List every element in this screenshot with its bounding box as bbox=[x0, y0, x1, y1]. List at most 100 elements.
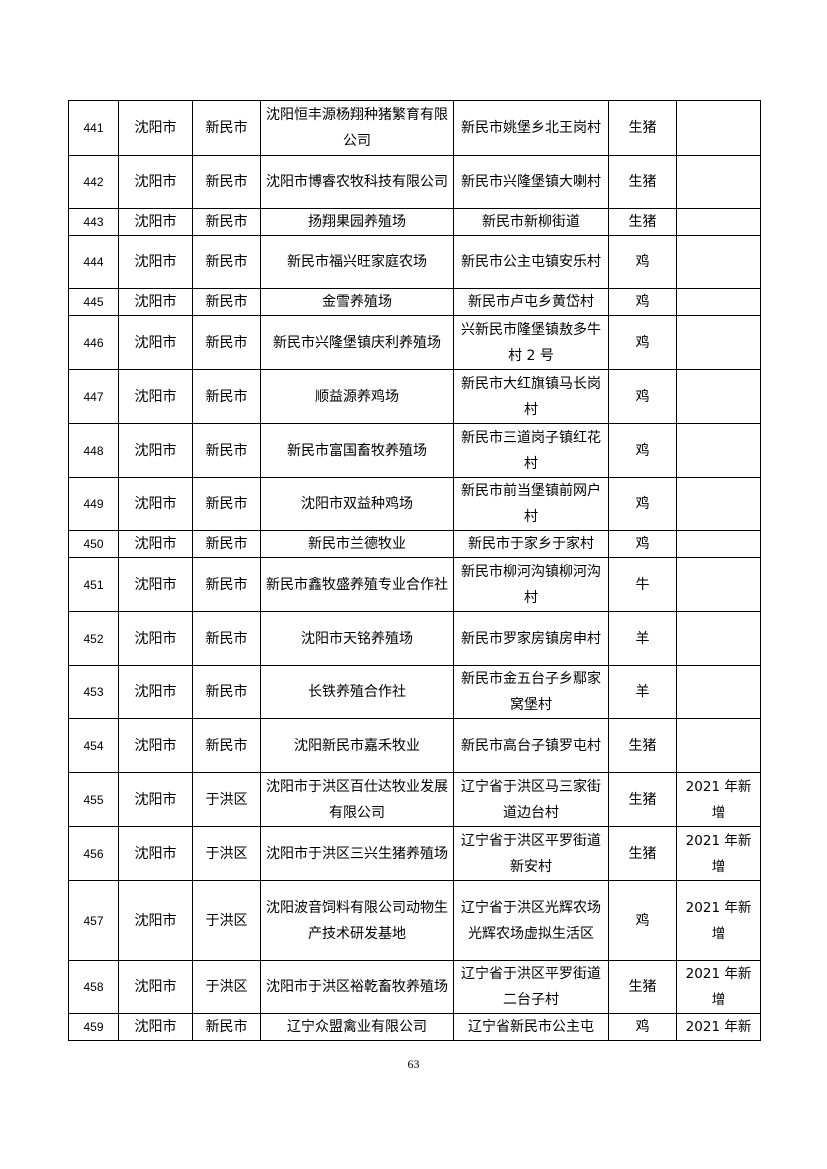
row-number: 454 bbox=[68, 718, 119, 773]
type-cell: 羊 bbox=[608, 611, 677, 666]
note-cell bbox=[676, 477, 761, 531]
table-row: 458 沈阳市 于洪区 沈阳市于洪区裕乾畜牧养殖场 辽宁省于洪区平罗街道二台子村 生猪 20… bbox=[68, 960, 761, 1014]
district-cell: 于洪区 bbox=[192, 960, 261, 1014]
district-cell: 新民市 bbox=[192, 423, 261, 478]
city-cell: 沈阳市 bbox=[118, 423, 193, 478]
type-cell: 牛 bbox=[608, 557, 677, 612]
address-cell: 新民市三道岗子镇红花村 bbox=[453, 423, 609, 478]
city-cell: 沈阳市 bbox=[118, 826, 193, 881]
district-cell: 新民市 bbox=[192, 315, 261, 370]
row-number: 441 bbox=[68, 100, 119, 156]
table-row: 449 沈阳市 新民市 沈阳市双益种鸡场 新民市前当堡镇前网户村鸡 bbox=[68, 477, 761, 531]
table-row: 457 沈阳市 于洪区 沈阳波音饲料有限公司动物生产技术研发基地 辽宁省于洪区光辉农场光… bbox=[68, 880, 761, 961]
type-cell: 生猪 bbox=[608, 208, 677, 236]
address-cell: 新民市姚堡乡北王岗村 bbox=[453, 100, 609, 156]
city-cell: 沈阳市 bbox=[118, 100, 193, 156]
name-cell: 扬翔果园养殖场 bbox=[260, 208, 454, 236]
note-cell bbox=[676, 100, 761, 156]
table-row: 451 沈阳市 新民市 新民市鑫牧盛养殖专业合作社 新民市柳河沟镇柳河沟村牛 bbox=[68, 557, 761, 612]
city-cell: 沈阳市 bbox=[118, 880, 193, 961]
address-cell: 辽宁省于洪区光辉农场光辉农场虚拟生活区 bbox=[453, 880, 609, 961]
note-cell: 2021 年新 bbox=[676, 1013, 761, 1041]
name-cell: 沈阳市天铭养殖场 bbox=[260, 611, 454, 666]
district-cell: 新民市 bbox=[192, 100, 261, 156]
type-cell: 鸡 bbox=[608, 315, 677, 370]
note-cell bbox=[676, 530, 761, 558]
row-number: 449 bbox=[68, 477, 119, 531]
city-cell: 沈阳市 bbox=[118, 530, 193, 558]
district-cell: 新民市 bbox=[192, 155, 261, 209]
row-number: 445 bbox=[68, 288, 119, 316]
table-row: 447 沈阳市 新民市 顺益源养鸡场 新民市大红旗镇马长岗村鸡 bbox=[68, 369, 761, 424]
row-number: 444 bbox=[68, 235, 119, 289]
city-cell: 沈阳市 bbox=[118, 369, 193, 424]
note-cell: 2021 年新增 bbox=[676, 772, 761, 827]
note-cell bbox=[676, 665, 761, 719]
row-number: 455 bbox=[68, 772, 119, 827]
city-cell: 沈阳市 bbox=[118, 1013, 193, 1041]
type-cell: 生猪 bbox=[608, 960, 677, 1014]
address-cell: 辽宁省于洪区马三家街道边台村 bbox=[453, 772, 609, 827]
city-cell: 沈阳市 bbox=[118, 718, 193, 773]
table-row: 454 沈阳市 新民市 沈阳新民市嘉禾牧业 新民市高台子镇罗屯村 生猪 bbox=[68, 718, 761, 773]
district-cell: 新民市 bbox=[192, 288, 261, 316]
row-number: 459 bbox=[68, 1013, 119, 1041]
note-cell: 2021 年新增 bbox=[676, 826, 761, 881]
table-row: 448 沈阳市 新民市 新民市富国畜牧养殖场 新民市三道岗子镇红花村鸡 bbox=[68, 423, 761, 478]
name-cell: 辽宁众盟禽业有限公司 bbox=[260, 1013, 454, 1041]
city-cell: 沈阳市 bbox=[118, 155, 193, 209]
name-cell: 顺益源养鸡场 bbox=[260, 369, 454, 424]
table-row: 446 沈阳市 新民市 新民市兴隆堡镇庆利养殖场 兴新民市隆堡镇敖多牛村 2 号鸡 bbox=[68, 315, 761, 370]
address-cell: 兴新民市隆堡镇敖多牛村 2 号 bbox=[453, 315, 609, 370]
table-row: 443 沈阳市 新民市 扬翔果园养殖场 新民市新柳街道 生猪 bbox=[68, 208, 761, 236]
note-cell bbox=[676, 369, 761, 424]
district-cell: 新民市 bbox=[192, 235, 261, 289]
city-cell: 沈阳市 bbox=[118, 960, 193, 1014]
name-cell: 沈阳市博睿农牧科技有限公司 bbox=[260, 155, 454, 209]
note-cell: 2021 年新增 bbox=[676, 880, 761, 961]
city-cell: 沈阳市 bbox=[118, 665, 193, 719]
name-cell: 沈阳市于洪区裕乾畜牧养殖场 bbox=[260, 960, 454, 1014]
name-cell: 沈阳新民市嘉禾牧业 bbox=[260, 718, 454, 773]
note-cell bbox=[676, 315, 761, 370]
note-cell bbox=[676, 557, 761, 612]
district-cell: 新民市 bbox=[192, 1013, 261, 1041]
type-cell: 鸡 bbox=[608, 369, 677, 424]
table-row: 445 沈阳市 新民市 金雪养殖场 新民市卢屯乡黄岱村鸡 bbox=[68, 288, 761, 316]
name-cell: 新民市兴隆堡镇庆利养殖场 bbox=[260, 315, 454, 370]
type-cell: 鸡 bbox=[608, 1013, 677, 1041]
type-cell: 生猪 bbox=[608, 718, 677, 773]
type-cell: 鸡 bbox=[608, 477, 677, 531]
district-cell: 新民市 bbox=[192, 611, 261, 666]
district-cell: 新民市 bbox=[192, 718, 261, 773]
type-cell: 生猪 bbox=[608, 100, 677, 156]
table-row: 459 沈阳市 新民市 辽宁众盟禽业有限公司 辽宁省新民市公主屯鸡 2021 年新 bbox=[68, 1013, 761, 1041]
row-number: 456 bbox=[68, 826, 119, 881]
city-cell: 沈阳市 bbox=[118, 772, 193, 827]
city-cell: 沈阳市 bbox=[118, 477, 193, 531]
name-cell: 沈阳恒丰源杨翔种猪繁育有限公司 bbox=[260, 100, 454, 156]
city-cell: 沈阳市 bbox=[118, 208, 193, 236]
address-cell: 新民市于家乡于家村 bbox=[453, 530, 609, 558]
row-number: 452 bbox=[68, 611, 119, 666]
address-cell: 新民市新柳街道 bbox=[453, 208, 609, 236]
name-cell: 长铁养殖合作社 bbox=[260, 665, 454, 719]
type-cell: 羊 bbox=[608, 665, 677, 719]
address-cell: 新民市前当堡镇前网户村 bbox=[453, 477, 609, 531]
district-cell: 新民市 bbox=[192, 369, 261, 424]
table-row: 453 沈阳市 新民市 长铁养殖合作社 新民市金五台子乡鄢家窝堡村羊 bbox=[68, 665, 761, 719]
address-cell: 辽宁省于洪区平罗街道新安村 bbox=[453, 826, 609, 881]
page-number: 63 bbox=[407, 1057, 420, 1071]
table-row: 441 沈阳市 新民市 沈阳恒丰源杨翔种猪繁育有限公司 新民市姚堡乡北王岗村 生猪 bbox=[68, 100, 761, 156]
table-row: 450 沈阳市 新民市 新民市兰德牧业 新民市于家乡于家村鸡 bbox=[68, 530, 761, 558]
note-cell bbox=[676, 423, 761, 478]
note-cell bbox=[676, 155, 761, 209]
row-number: 442 bbox=[68, 155, 119, 209]
city-cell: 沈阳市 bbox=[118, 288, 193, 316]
address-cell: 新民市柳河沟镇柳河沟村 bbox=[453, 557, 609, 612]
table-row: 452 沈阳市 新民市 沈阳市天铭养殖场 新民市罗家房镇房申村羊 bbox=[68, 611, 761, 666]
table-row: 444 沈阳市 新民市 新民市福兴旺家庭农场 新民市公主屯镇安乐村鸡 bbox=[68, 235, 761, 289]
district-cell: 新民市 bbox=[192, 557, 261, 612]
city-cell: 沈阳市 bbox=[118, 315, 193, 370]
name-cell: 新民市兰德牧业 bbox=[260, 530, 454, 558]
